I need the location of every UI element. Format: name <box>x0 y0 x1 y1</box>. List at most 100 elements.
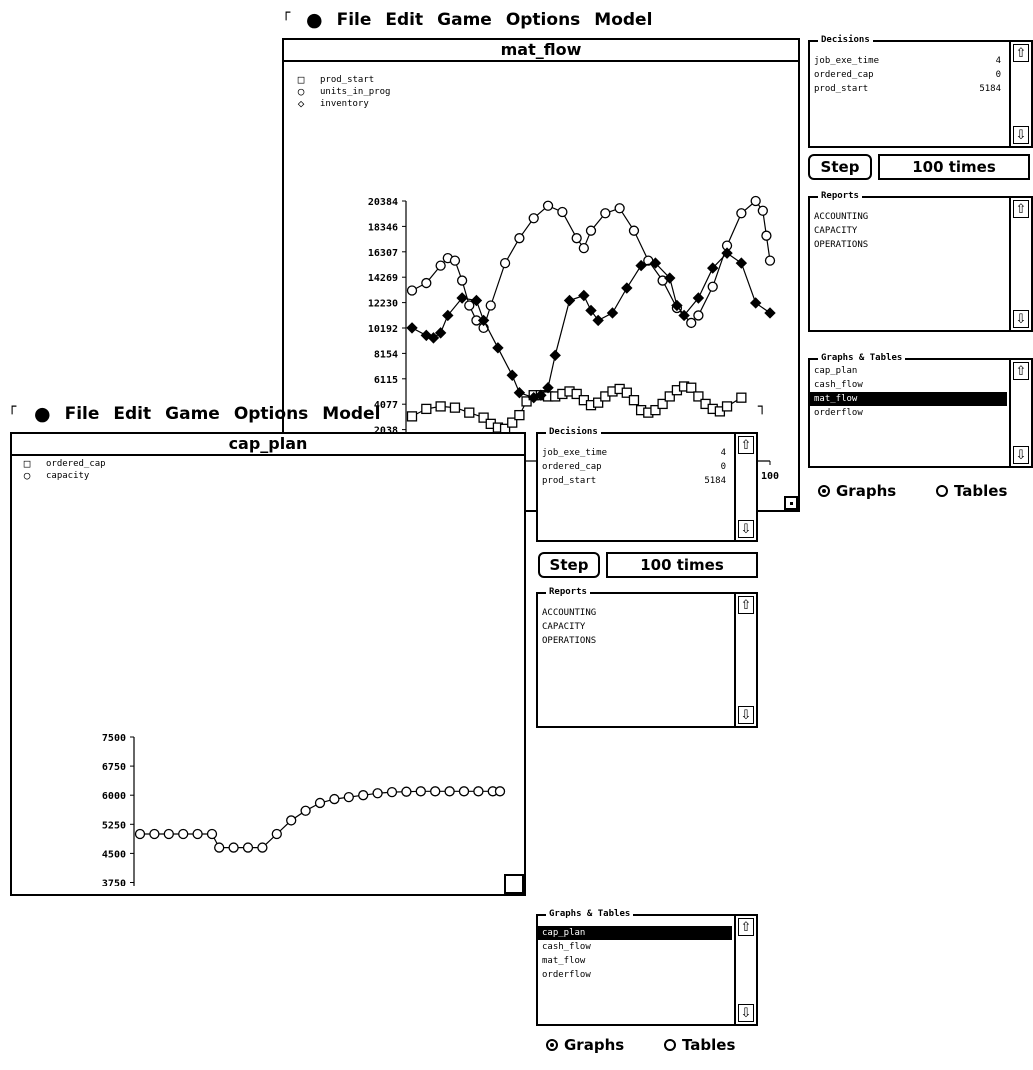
report-item[interactable]: CAPACITY <box>542 622 586 632</box>
report-item[interactable]: OPERATIONS <box>542 636 597 646</box>
scroll-up-arrow-icon[interactable]: ⇧ <box>738 436 754 454</box>
resize-box[interactable] <box>784 496 798 510</box>
reports-scrollbar[interactable]: ⇧ ⇩ <box>734 594 756 726</box>
circle-marker <box>421 277 432 289</box>
menu-edit[interactable]: Edit <box>113 404 152 424</box>
square-marker <box>507 417 518 428</box>
diamond-marker <box>434 327 447 339</box>
reports-panel: Reports ACCOUNTING CAPACITY OPERATIONS ⇧… <box>808 190 1033 332</box>
decisions-scrollbar[interactable]: ⇧ ⇩ <box>1009 42 1031 146</box>
square-marker <box>628 395 640 406</box>
radio-graphs[interactable]: Graphs <box>818 482 896 500</box>
reports-scrollbar[interactable]: ⇧ ⇩ <box>1009 198 1031 330</box>
y-tick-label: 8154 <box>374 349 398 360</box>
legend-label: capacity <box>46 471 90 481</box>
diamond-marker <box>764 307 776 319</box>
scroll-up-arrow-icon[interactable]: ⇧ <box>1013 44 1029 62</box>
graph-item[interactable]: cash_flow <box>814 380 863 390</box>
step-button[interactable]: Step <box>538 552 600 578</box>
scroll-down-arrow-icon[interactable]: ⇩ <box>738 520 754 538</box>
y-tick-label: 3750 <box>102 879 126 887</box>
square-marker <box>521 396 532 407</box>
report-item[interactable]: ACCOUNTING <box>542 608 597 618</box>
scroll-down-arrow-icon[interactable]: ⇩ <box>1013 310 1029 328</box>
menu-model[interactable]: Model <box>594 10 653 30</box>
y-tick-label: 18346 <box>368 222 398 233</box>
square-marker <box>621 387 632 398</box>
circle-marker <box>557 206 568 218</box>
menu-options[interactable]: Options <box>505 10 581 30</box>
apple-menu-icon[interactable]: ● <box>34 403 51 425</box>
scroll-down-arrow-icon[interactable]: ⇩ <box>738 1004 754 1022</box>
step-button[interactable]: Step <box>808 154 872 180</box>
menu-file[interactable]: File <box>336 10 372 30</box>
decision-name: prod_start <box>814 84 869 94</box>
radio-selected-icon[interactable] <box>818 485 830 497</box>
graph-item-selected[interactable]: mat_flow <box>810 392 1007 406</box>
y-tick-label: 5250 <box>102 820 126 831</box>
decision-row[interactable]: ordered_cap 0 <box>814 68 1001 82</box>
scroll-up-arrow-icon[interactable]: ⇧ <box>738 596 754 614</box>
decision-row[interactable]: prod_start 5184 <box>814 82 1001 96</box>
radio-tables[interactable]: Tables <box>936 482 1007 500</box>
scroll-up-arrow-icon[interactable]: ⇧ <box>738 918 754 936</box>
circle-marker <box>528 213 539 224</box>
window-title[interactable]: cap_plan <box>12 434 524 456</box>
report-item[interactable]: OPERATIONS <box>814 240 869 250</box>
circle-marker <box>192 828 203 840</box>
apple-menu-icon[interactable]: ● <box>306 9 323 31</box>
menu-options[interactable]: Options <box>233 404 309 424</box>
scroll-down-arrow-icon[interactable]: ⇩ <box>1013 446 1029 464</box>
reports-panel: Reports ACCOUNTING CAPACITY OPERATIONS ⇧… <box>536 586 758 728</box>
scroll-down-arrow-icon[interactable]: ⇩ <box>738 706 754 724</box>
times-field[interactable]: 100 times <box>878 154 1030 180</box>
circle-marker <box>134 828 146 840</box>
scroll-down-arrow-icon[interactable]: ⇩ <box>1013 126 1029 144</box>
graphs-tables-scrollbar[interactable]: ⇧ ⇩ <box>734 916 756 1024</box>
square-marker <box>406 411 418 422</box>
graph-item[interactable]: orderflow <box>542 970 591 980</box>
decision-row[interactable]: ordered_cap 0 <box>542 460 726 474</box>
diamond-marker <box>635 259 647 272</box>
decision-row[interactable]: job_exe_time 4 <box>542 446 726 460</box>
times-field[interactable]: 100 times <box>606 552 758 578</box>
y-tick-label: 4077 <box>374 400 398 411</box>
legend-label: ordered_cap <box>46 459 106 469</box>
circle-marker <box>614 203 625 214</box>
circle-marker <box>206 828 218 840</box>
diamond-marker <box>664 272 676 284</box>
circle-marker <box>707 281 718 292</box>
diamond-marker <box>563 294 576 307</box>
reports-title: Reports <box>546 586 590 598</box>
graph-item[interactable]: orderflow <box>814 408 863 418</box>
window-title[interactable]: mat_flow <box>284 40 798 62</box>
decision-row[interactable]: job_exe_time 4 <box>814 54 1001 68</box>
circle-marker <box>430 786 441 797</box>
radio-selected-icon[interactable] <box>546 1039 558 1051</box>
graph-item[interactable]: mat_flow <box>542 956 586 966</box>
menu-model[interactable]: Model <box>322 404 381 424</box>
radio-unselected-icon[interactable] <box>664 1039 676 1051</box>
radio-graphs[interactable]: Graphs <box>546 1036 624 1054</box>
scroll-up-arrow-icon[interactable]: ⇧ <box>1013 362 1029 380</box>
decision-row[interactable]: prod_start 5184 <box>542 474 726 488</box>
square-marker <box>686 382 697 393</box>
graph-item[interactable]: cash_flow <box>542 942 591 952</box>
menu-edit[interactable]: Edit <box>385 10 424 30</box>
graph-item-selected[interactable]: cap_plan <box>538 926 732 940</box>
graph-item[interactable]: cap_plan <box>814 366 858 376</box>
circle-marker <box>149 828 160 840</box>
radio-unselected-icon[interactable] <box>936 485 948 497</box>
graphs-tables-scrollbar[interactable]: ⇧ ⇩ <box>1009 360 1031 466</box>
scroll-up-arrow-icon[interactable]: ⇧ <box>1013 200 1029 218</box>
menu-file[interactable]: File <box>64 404 100 424</box>
menu-game[interactable]: Game <box>165 404 220 424</box>
resize-box[interactable] <box>504 874 524 894</box>
menu-game[interactable]: Game <box>437 10 492 30</box>
report-item[interactable]: ACCOUNTING <box>814 212 869 222</box>
decisions-title: Decisions <box>546 426 601 438</box>
decisions-scrollbar[interactable]: ⇧ ⇩ <box>734 434 756 540</box>
report-item[interactable]: CAPACITY <box>814 226 858 236</box>
y-tick-label: 6000 <box>102 791 126 802</box>
radio-tables[interactable]: Tables <box>664 1036 735 1054</box>
